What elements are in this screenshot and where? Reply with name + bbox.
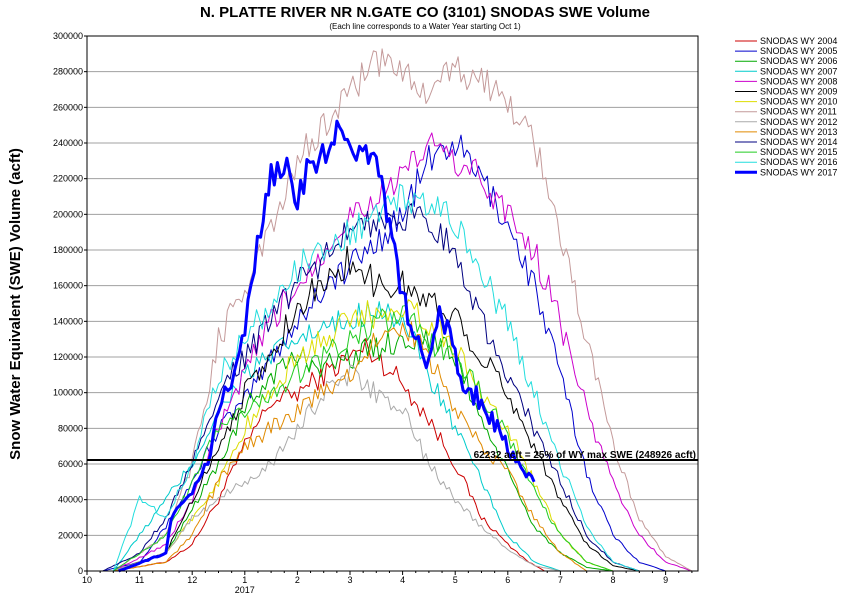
y-tick-label: 180000 <box>53 245 83 255</box>
x-tick-label: 11 <box>135 575 144 585</box>
legend-entry: SNODAS WY 2005 <box>760 46 837 56</box>
series-line-wy2010 <box>113 299 614 572</box>
legend-entry: SNODAS WY 2006 <box>760 56 837 66</box>
reference-line-group: 62232 acft = 25% of WY max SWE (248926 a… <box>87 450 698 462</box>
y-tick-label: 280000 <box>53 67 83 77</box>
y-tick-label: 120000 <box>53 352 83 362</box>
chart-subtitle: (Each line corresponds to a Water Year s… <box>329 22 521 31</box>
legend-entry: SNODAS WY 2014 <box>760 137 837 147</box>
legend-entry: SNODAS WY 2017 <box>760 167 837 177</box>
x-year-label: 2017 <box>235 585 255 595</box>
legend-entry: SNODAS WY 2004 <box>760 36 837 46</box>
legend-entry: SNODAS WY 2012 <box>760 117 837 127</box>
legend-entry: SNODAS WY 2016 <box>760 157 837 167</box>
y-tick-label: 100000 <box>53 388 83 398</box>
x-tick-label: 5 <box>453 575 458 585</box>
series-line-wy2013 <box>113 321 587 572</box>
x-tick-label: 4 <box>400 575 405 585</box>
series-lines <box>102 48 693 573</box>
y-tick-label: 240000 <box>53 138 83 148</box>
series-line-wy2017 <box>118 119 536 573</box>
x-tick-label: 10 <box>82 575 92 585</box>
y-axis-label: Snow Water Equivalent (SWE) Volume (acft… <box>7 148 24 460</box>
y-tick-label: 260000 <box>53 102 83 112</box>
x-tick-label: 6 <box>505 575 510 585</box>
chart-title: N. PLATTE RIVER NR N.GATE CO (3101) SNOD… <box>200 4 650 21</box>
x-tick-label: 2 <box>295 575 300 585</box>
legend-entry: SNODAS WY 2011 <box>760 107 837 117</box>
y-tick-label: 40000 <box>58 495 83 505</box>
series-line-wy2015 <box>113 305 614 572</box>
y-tick-label: 220000 <box>53 174 83 184</box>
y-tick-label: 140000 <box>53 316 83 326</box>
x-tick-label: 3 <box>347 575 352 585</box>
x-tick-label: 9 <box>663 575 668 585</box>
x-tick-label: 12 <box>187 575 197 585</box>
y-tick-label: 20000 <box>58 530 83 540</box>
y-tick-label: 80000 <box>58 423 83 433</box>
series-line-wy2009 <box>113 245 640 572</box>
y-tick-label: 0 <box>78 566 83 576</box>
series-line-wy2006 <box>113 329 614 572</box>
series-line-wy2004 <box>113 338 545 572</box>
y-tick-label: 200000 <box>53 209 83 219</box>
series-line-wy2016 <box>112 183 640 572</box>
x-tick-label: 1 <box>242 575 247 585</box>
legend-entry: SNODAS WY 2013 <box>760 127 837 137</box>
y-tick-label: 60000 <box>58 459 83 469</box>
legend-entry: SNODAS WY 2009 <box>760 87 837 97</box>
series-line-wy2014 <box>102 203 640 572</box>
series-line-wy2005 <box>102 134 666 572</box>
series-line-wy2008 <box>113 132 693 572</box>
legend-entry: SNODAS WY 2010 <box>760 97 837 107</box>
x-tick-label: 7 <box>558 575 563 585</box>
y-tick-label: 160000 <box>53 281 83 291</box>
x-axis-ticks: 10 11 12 1 2 3 4 5 6 7 8 9 <box>82 571 693 585</box>
legend-entry: SNODAS WY 2007 <box>760 66 837 76</box>
reference-line-label: 62232 acft = 25% of WY max SWE (248926 a… <box>474 450 696 461</box>
series-line-wy2007 <box>112 301 561 572</box>
legend-entry: SNODAS WY 2008 <box>760 76 837 86</box>
y-tick-label: 300000 <box>53 31 83 41</box>
y-axis-ticks: 0 20000 40000 60000 80000 100000 120000 140000 1… <box>53 31 87 576</box>
legend-entry: SNODAS WY 2015 <box>760 147 837 157</box>
series-line-wy2012 <box>113 364 561 572</box>
series-line-wy2011 <box>113 48 693 572</box>
x-tick-label: 8 <box>610 575 615 585</box>
plot-frame <box>86 35 699 572</box>
grid-lines <box>87 71 698 536</box>
